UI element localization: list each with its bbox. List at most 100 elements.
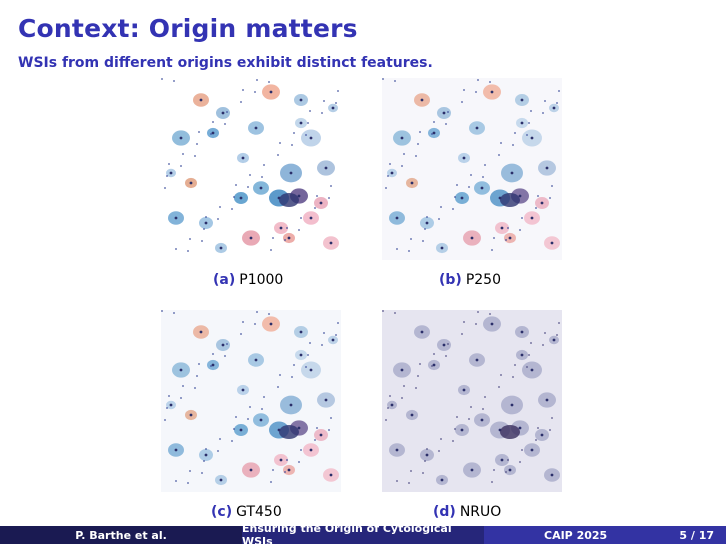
debris-dot bbox=[454, 196, 456, 198]
debris-dot bbox=[305, 134, 307, 136]
debris-dot bbox=[291, 376, 293, 378]
debris-dot bbox=[316, 427, 318, 429]
cell-nucleus bbox=[518, 194, 522, 198]
dark-cell-cluster bbox=[279, 193, 299, 207]
debris-dot bbox=[180, 397, 182, 399]
debris-dot bbox=[401, 397, 403, 399]
cell-nucleus bbox=[550, 241, 554, 245]
debris-dot bbox=[385, 187, 387, 189]
debris-dot bbox=[240, 333, 242, 335]
debris-dot bbox=[477, 311, 479, 313]
debris-dot bbox=[535, 207, 537, 209]
debris-dot bbox=[470, 174, 472, 176]
debris-dot bbox=[268, 313, 270, 315]
cell-nucleus bbox=[319, 201, 323, 205]
debris-dot bbox=[454, 428, 456, 430]
debris-dot bbox=[461, 101, 463, 103]
caption-label: P1000 bbox=[239, 272, 284, 288]
debris-dot bbox=[521, 449, 523, 451]
debris-dot bbox=[242, 89, 244, 91]
caption-label: P250 bbox=[465, 272, 501, 288]
debris-dot bbox=[277, 386, 279, 388]
debris-dot bbox=[484, 396, 486, 398]
debris-dot bbox=[549, 197, 551, 199]
cell-nucleus bbox=[299, 98, 303, 102]
slide-title: Context: Origin matters bbox=[18, 14, 358, 43]
debris-dot bbox=[470, 406, 472, 408]
cell-nucleus bbox=[500, 458, 504, 462]
footer-page-number: 5 / 17 bbox=[679, 528, 714, 542]
caption-tag: (b) bbox=[439, 272, 462, 288]
cell-nucleus bbox=[460, 428, 464, 432]
cell-nucleus bbox=[324, 398, 328, 402]
debris-dot bbox=[558, 322, 560, 324]
cell-nucleus bbox=[545, 398, 549, 402]
debris-dot bbox=[526, 366, 528, 368]
debris-dot bbox=[212, 353, 214, 355]
debris-dot bbox=[231, 208, 233, 210]
debris-dot bbox=[300, 217, 302, 219]
debris-dot bbox=[314, 439, 316, 441]
micrograph-svg bbox=[382, 78, 562, 260]
micrograph-background bbox=[161, 78, 341, 260]
debris-dot bbox=[323, 332, 325, 334]
micrograph-svg bbox=[161, 310, 341, 492]
debris-dot bbox=[493, 237, 495, 239]
debris-dot bbox=[410, 238, 412, 240]
debris-dot bbox=[403, 153, 405, 155]
debris-dot bbox=[240, 101, 242, 103]
debris-dot bbox=[456, 416, 458, 418]
cell-nucleus bbox=[400, 136, 404, 140]
debris-dot bbox=[224, 123, 226, 125]
debris-dot bbox=[422, 472, 424, 474]
cell-nucleus bbox=[540, 201, 544, 205]
cell-nucleus bbox=[530, 216, 534, 220]
cell-nucleus bbox=[410, 181, 414, 185]
caption-label: GT450 bbox=[236, 504, 282, 520]
cell-nucleus bbox=[390, 171, 394, 175]
debris-dot bbox=[291, 144, 293, 146]
micrograph-background bbox=[382, 78, 562, 260]
debris-dot bbox=[196, 143, 198, 145]
cell-nucleus bbox=[254, 358, 258, 362]
debris-dot bbox=[314, 207, 316, 209]
debris-dot bbox=[505, 239, 507, 241]
debris-dot bbox=[284, 471, 286, 473]
cell-nucleus bbox=[331, 106, 335, 110]
debris-dot bbox=[461, 333, 463, 335]
debris-dot bbox=[484, 164, 486, 166]
caption-label: NRUO bbox=[459, 504, 502, 520]
cell-nucleus bbox=[309, 216, 313, 220]
debris-dot bbox=[489, 313, 491, 315]
micrograph-background bbox=[161, 310, 341, 492]
debris-dot bbox=[426, 216, 428, 218]
debris-dot bbox=[164, 419, 166, 421]
debris-dot bbox=[424, 228, 426, 230]
cell-nucleus bbox=[462, 156, 466, 160]
debris-dot bbox=[431, 133, 433, 135]
debris-dot bbox=[226, 111, 228, 113]
debris-dot bbox=[500, 374, 502, 376]
debris-dot bbox=[505, 471, 507, 473]
cytology-image-nruo bbox=[382, 310, 562, 492]
debris-dot bbox=[305, 366, 307, 368]
debris-dot bbox=[256, 79, 258, 81]
debris-dot bbox=[507, 459, 509, 461]
caption-tag: (c) bbox=[211, 504, 233, 520]
caption-a: (a) P1000 bbox=[213, 272, 283, 288]
cell-nucleus bbox=[395, 216, 399, 220]
debris-dot bbox=[189, 470, 191, 472]
cell-nucleus bbox=[309, 368, 313, 372]
cell-nucleus bbox=[552, 106, 556, 110]
cell-nucleus bbox=[319, 433, 323, 437]
debris-dot bbox=[187, 482, 189, 484]
cell-nucleus bbox=[259, 418, 263, 422]
debris-dot bbox=[417, 375, 419, 377]
debris-dot bbox=[514, 364, 516, 366]
footer-talk-title: Ensuring the Origin of Cytological WSIs bbox=[242, 522, 484, 548]
debris-dot bbox=[447, 343, 449, 345]
cell-nucleus bbox=[440, 478, 444, 482]
debris-dot bbox=[526, 134, 528, 136]
cell-nucleus bbox=[475, 126, 479, 130]
cell-nucleus bbox=[219, 246, 223, 250]
